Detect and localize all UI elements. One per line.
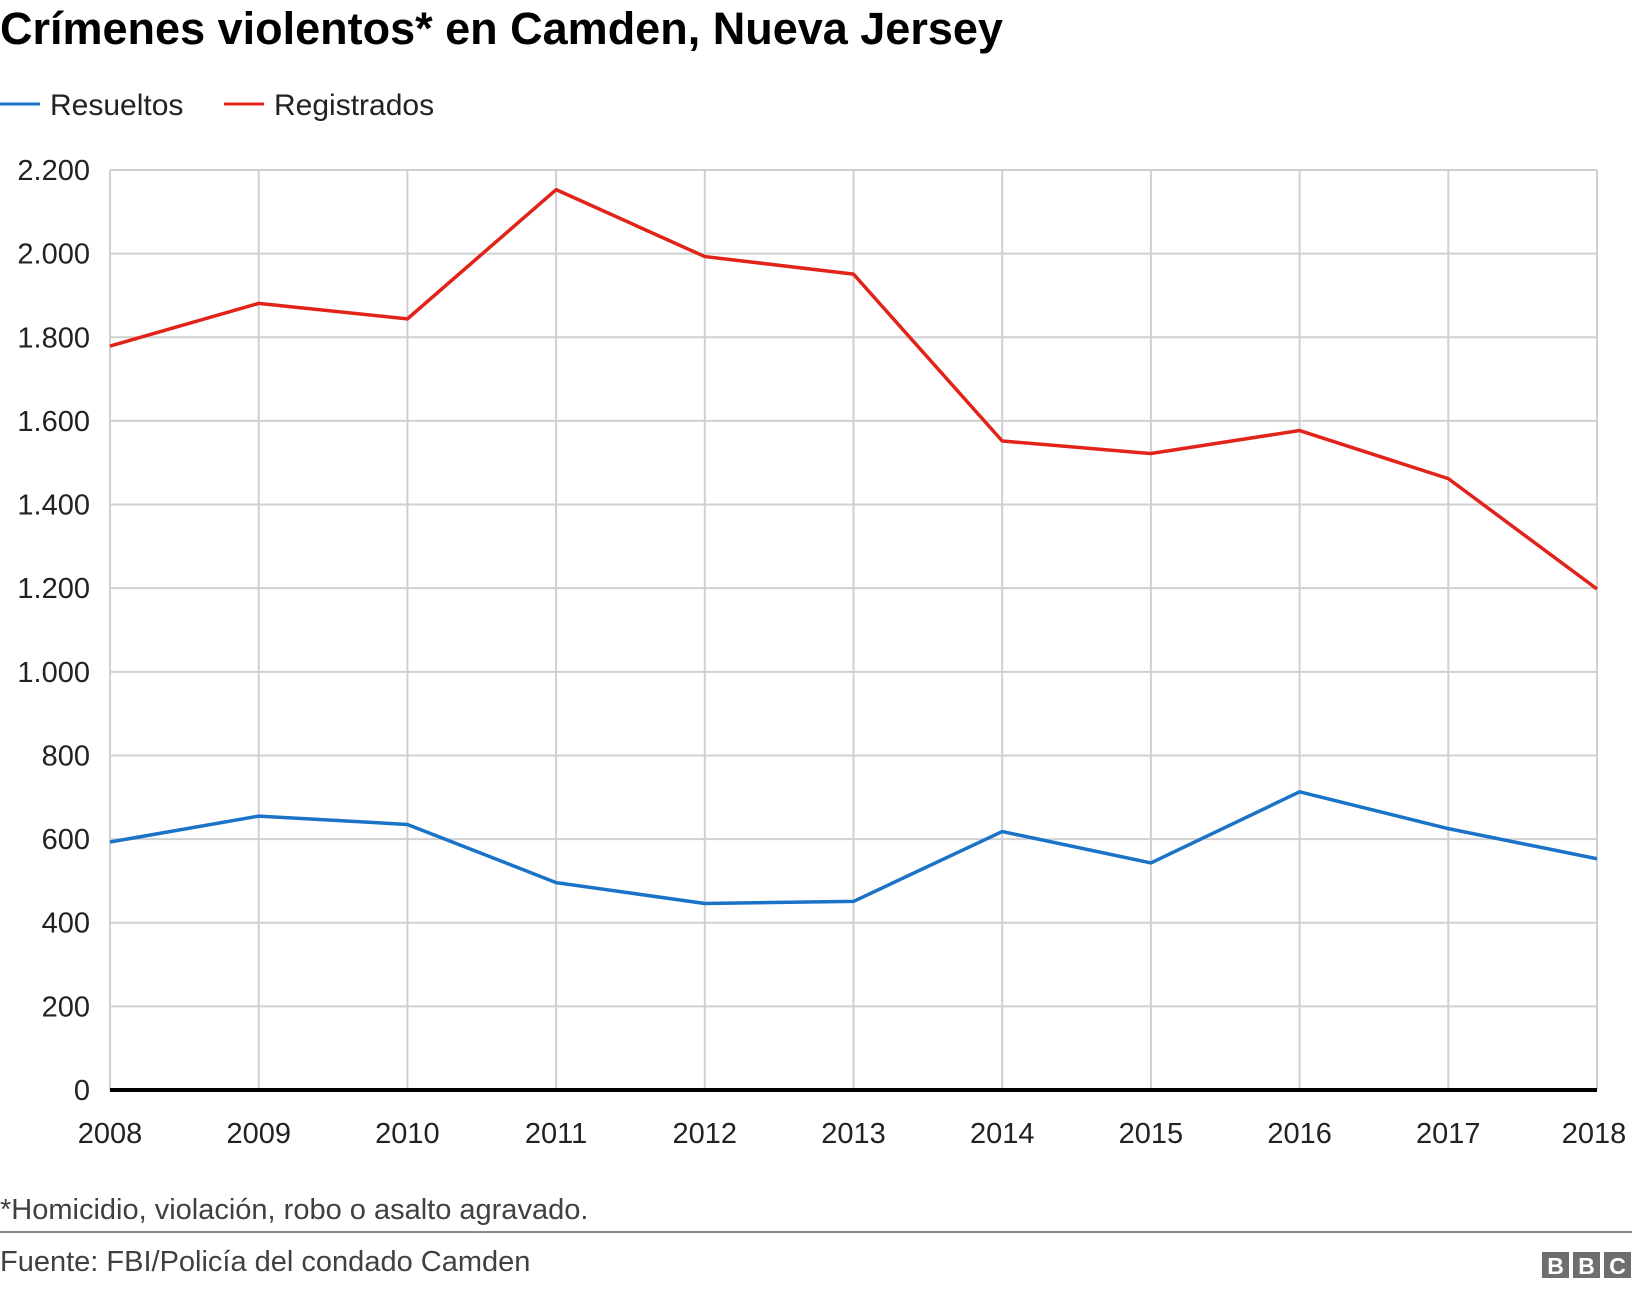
x-tick-label: 2014 — [970, 1118, 1035, 1150]
x-tick-label: 2015 — [1119, 1118, 1184, 1150]
bbc-logo-letter: B — [1578, 1253, 1595, 1279]
x-tick-label: 2010 — [375, 1118, 440, 1150]
source-text: Fuente: FBI/Policía del condado Camden — [0, 1246, 530, 1278]
x-tick-label: 2012 — [673, 1118, 738, 1150]
y-tick-label: 1.200 — [17, 573, 90, 605]
y-tick-label: 800 — [42, 740, 90, 772]
y-tick-label: 1.800 — [17, 322, 90, 354]
y-tick-label: 1.400 — [17, 490, 90, 522]
y-tick-label: 2.200 — [17, 155, 90, 187]
legend-label-resueltos: Resueltos — [50, 89, 183, 122]
x-tick-label: 2018 — [1562, 1118, 1627, 1150]
footnote: *Homicidio, violación, robo o asalto agr… — [0, 1194, 588, 1226]
x-tick-label: 2011 — [525, 1118, 587, 1150]
legend: Resueltos Registrados — [0, 89, 434, 122]
x-tick-label: 2013 — [821, 1118, 886, 1150]
y-tick-label: 0 — [74, 1075, 90, 1107]
y-tick-label: 1.600 — [17, 406, 90, 438]
chart-title: Crímenes violentos* en Camden, Nueva Jer… — [0, 3, 1003, 54]
x-tick-label: 2008 — [78, 1118, 143, 1150]
x-tick-label: 2009 — [226, 1118, 291, 1150]
legend-label-registrados: Registrados — [274, 89, 434, 122]
x-tick-label: 2016 — [1267, 1118, 1332, 1150]
y-tick-label: 1.000 — [17, 657, 90, 689]
bbc-logo-letter: B — [1547, 1253, 1564, 1279]
x-tick-label: 2017 — [1416, 1118, 1481, 1150]
y-tick-label: 2.000 — [17, 239, 90, 271]
y-tick-label: 600 — [42, 824, 90, 856]
bbc-logo-letter: C — [1609, 1253, 1626, 1279]
y-tick-label: 200 — [42, 991, 90, 1023]
y-tick-label: 400 — [42, 908, 90, 940]
